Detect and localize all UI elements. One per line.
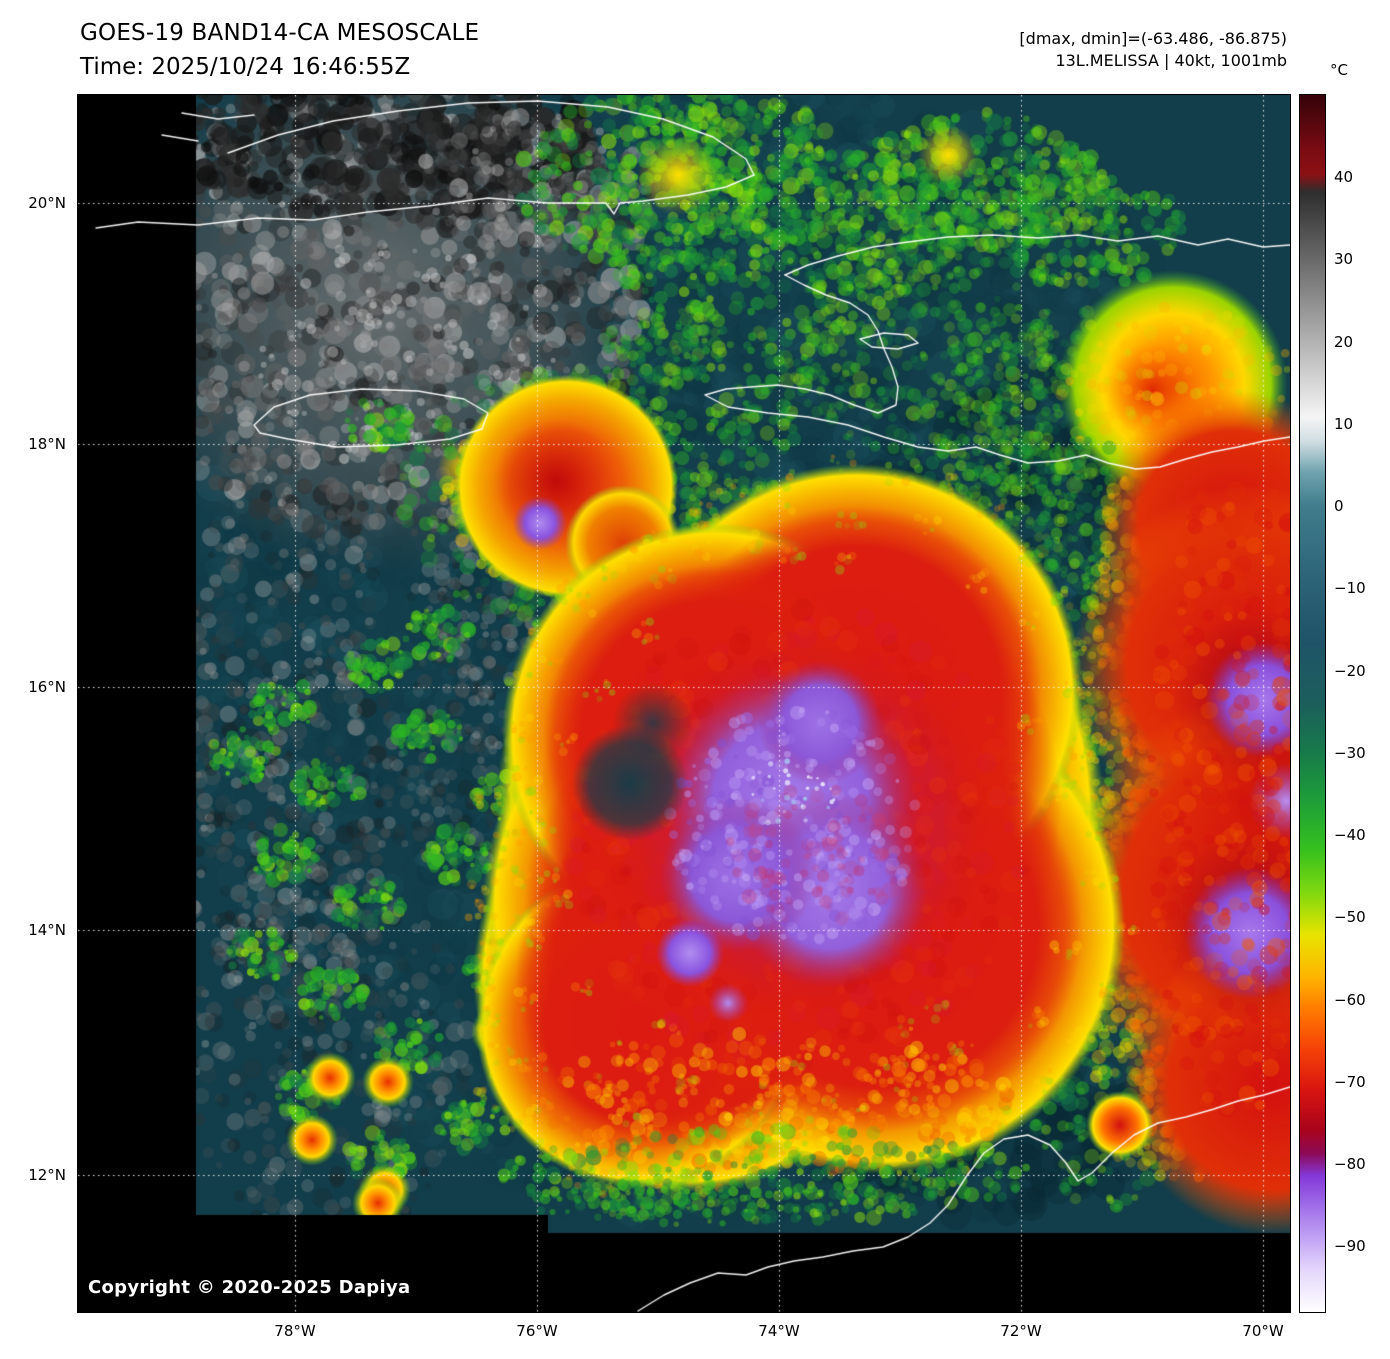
colorbar-tick-label: −30 — [1334, 744, 1366, 762]
lon-axis-label: 76°W — [516, 1322, 558, 1340]
lon-axis-label: 74°W — [758, 1322, 800, 1340]
colorbar-tick-label: 0 — [1334, 497, 1344, 515]
lon-axis-label: 70°W — [1242, 1322, 1284, 1340]
range-info: [dmax, dmin]=(-63.486, -86.875) — [1019, 29, 1287, 48]
lat-axis-label: 18°N — [28, 435, 66, 453]
colorbar-tick-label: −40 — [1334, 826, 1366, 844]
colorbar-tick-label: −60 — [1334, 991, 1366, 1009]
colorbar-tick-label: −80 — [1334, 1155, 1366, 1173]
storm-info: 13L.MELISSA | 40kt, 1001mb — [1055, 51, 1287, 70]
lat-axis-label: 20°N — [28, 194, 66, 212]
colorbar-tick-label: 40 — [1334, 168, 1354, 186]
satellite-image — [78, 95, 1290, 1312]
colorbar-tick-label: −20 — [1334, 662, 1366, 680]
colorbar-unit-label: °C — [1330, 61, 1348, 79]
lat-axis-label: 12°N — [28, 1166, 66, 1184]
lon-axis-label: 72°W — [1000, 1322, 1042, 1340]
figure-timestamp: Time: 2025/10/24 16:46:55Z — [80, 54, 411, 80]
map-panel: Copyright © 2020-2025 Dapiya — [77, 94, 1291, 1313]
figure-title: GOES-19 BAND14-CA MESOSCALE — [80, 20, 480, 46]
colorbar-tick-label: −90 — [1334, 1237, 1366, 1255]
header-right: [dmax, dmin]=(-63.486, -86.875) 13L.MELI… — [1019, 28, 1287, 72]
colorbar-tick-label: 10 — [1334, 415, 1354, 433]
colorbar-tick-label: −10 — [1334, 579, 1366, 597]
lat-axis-label: 14°N — [28, 921, 66, 939]
colorbar-tick-label: 30 — [1334, 250, 1354, 268]
colorbar-tick-label: 20 — [1334, 333, 1354, 351]
lat-axis-label: 16°N — [28, 678, 66, 696]
colorbar-tick-label: −70 — [1334, 1073, 1366, 1091]
colorbar-tick-label: −50 — [1334, 908, 1366, 926]
lon-axis-label: 78°W — [274, 1322, 316, 1340]
colorbar — [1299, 94, 1326, 1313]
copyright-label: Copyright © 2020-2025 Dapiya — [88, 1277, 411, 1298]
